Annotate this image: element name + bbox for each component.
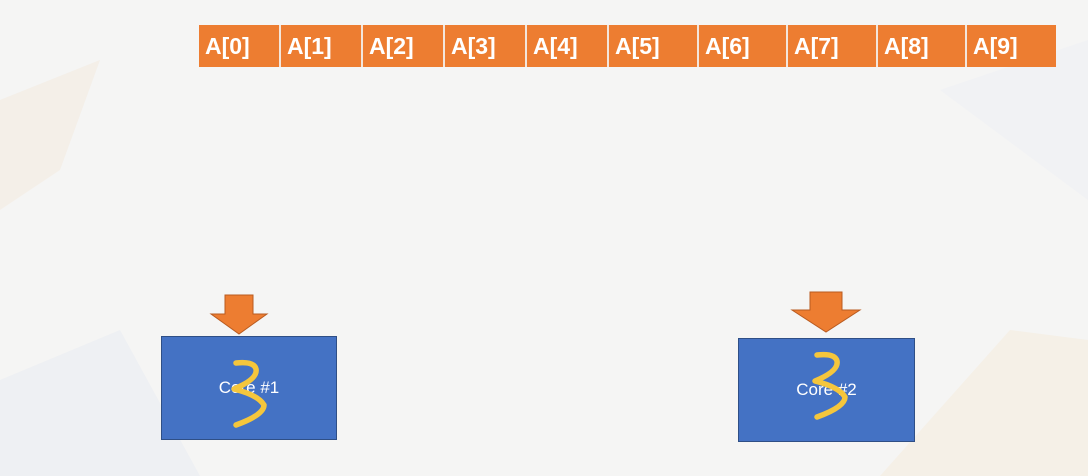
array-cell-0: A[0] — [199, 25, 281, 67]
core-2: Core #2 — [738, 338, 915, 442]
array-cell-4: A[4] — [527, 25, 609, 67]
array-cell-8: A[8] — [878, 25, 967, 67]
array-cell-2: A[2] — [363, 25, 445, 67]
core-1-label: Core #1 — [218, 378, 280, 397]
thread-squiggle-icon — [812, 351, 848, 420]
array-cell-6: A[6] — [699, 25, 788, 67]
array-cell-9: A[9] — [967, 25, 1056, 67]
thread-squiggle-icon — [231, 359, 267, 428]
down-arrow-icon — [790, 291, 862, 333]
core-1: Core #1 — [161, 336, 337, 440]
array-cell-5: A[5] — [609, 25, 699, 67]
array-cell-7: A[7] — [788, 25, 878, 67]
array-cell-1: A[1] — [281, 25, 363, 67]
array-cell-3: A[3] — [445, 25, 527, 67]
down-arrow-icon — [209, 294, 269, 335]
